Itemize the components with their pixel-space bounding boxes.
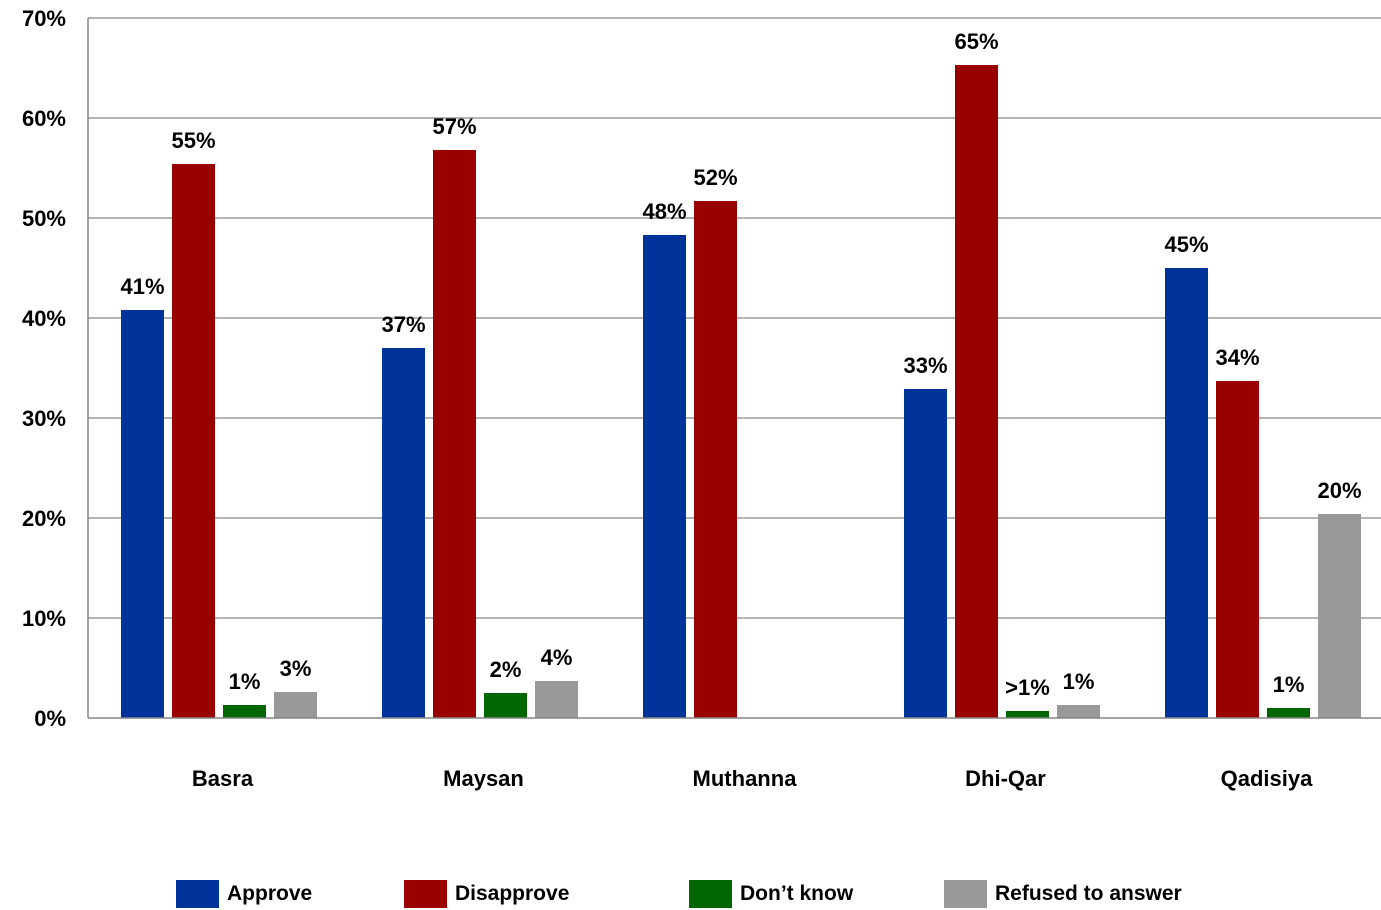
legend-swatch bbox=[176, 880, 219, 908]
y-tick-label: 70% bbox=[22, 6, 66, 31]
data-label: 33% bbox=[903, 353, 947, 378]
data-label: 34% bbox=[1215, 345, 1259, 370]
bar-refused-to-answer-qadisiya bbox=[1318, 514, 1361, 718]
bar-refused-to-answer-maysan bbox=[535, 681, 578, 718]
bar-refused-to-answer-dhi-qar bbox=[1057, 705, 1100, 718]
y-axis: 0% 10% 20% 30% 40% 50% 60% 70% bbox=[22, 6, 89, 731]
legend-swatch bbox=[689, 880, 732, 908]
bar-disapprove-basra bbox=[172, 164, 215, 718]
data-label: 65% bbox=[954, 29, 998, 54]
y-tick-label: 30% bbox=[22, 406, 66, 431]
bar-approve-dhi-qar bbox=[904, 389, 947, 718]
y-tick-label: 0% bbox=[34, 706, 66, 731]
data-label: 57% bbox=[432, 114, 476, 139]
legend-label: Don’t know bbox=[740, 882, 854, 905]
data-label: 4% bbox=[541, 645, 573, 670]
legend-item: Don’t know bbox=[689, 880, 853, 908]
bar-approve-qadisiya bbox=[1165, 268, 1208, 718]
data-label: 1% bbox=[1063, 669, 1095, 694]
data-label: >1% bbox=[1005, 675, 1050, 700]
bar-refused-to-answer-basra bbox=[274, 692, 317, 718]
y-tick-label: 60% bbox=[22, 106, 66, 131]
data-label: 20% bbox=[1317, 478, 1361, 503]
bar-approve-muthanna bbox=[643, 235, 686, 718]
data-label: 45% bbox=[1164, 232, 1208, 257]
bar-chart: 0% 10% 20% 30% 40% 50% 60% 70% 41% 55% 1% 3% 37% 57%… bbox=[22, 6, 1381, 791]
bars bbox=[121, 65, 1361, 718]
x-tick-label: Maysan bbox=[443, 766, 524, 791]
bar-disapprove-dhi-qar bbox=[955, 65, 998, 718]
x-tick-label: Muthanna bbox=[693, 766, 798, 791]
data-label: 52% bbox=[693, 165, 737, 190]
legend-label: Refused to answer bbox=[995, 882, 1182, 905]
bar-disapprove-maysan bbox=[433, 150, 476, 718]
data-label: 3% bbox=[280, 656, 312, 681]
legend-item: Refused to answer bbox=[944, 880, 1182, 908]
legend-item: Disapprove bbox=[404, 880, 569, 908]
y-tick-label: 10% bbox=[22, 606, 66, 631]
bar-don-t-know-dhi-qar bbox=[1006, 711, 1049, 718]
data-label: 55% bbox=[171, 128, 215, 153]
legend-label: Disapprove bbox=[455, 882, 570, 905]
data-label: 48% bbox=[642, 199, 686, 224]
legend: Approve Disapprove Don’t know Refused to an… bbox=[0, 872, 1381, 908]
legend-swatch bbox=[404, 880, 447, 908]
y-tick-label: 40% bbox=[22, 306, 66, 331]
data-label: 37% bbox=[381, 312, 425, 337]
data-labels: 41% 55% 1% 3% 37% 57% 2% 4% 48% 52% 33% 65% >1% 1% 45%… bbox=[120, 29, 1361, 700]
data-label: 41% bbox=[120, 274, 164, 299]
legend-label: Approve bbox=[227, 882, 313, 905]
x-tick-label: Dhi-Qar bbox=[965, 766, 1046, 791]
bar-disapprove-qadisiya bbox=[1216, 381, 1259, 718]
bar-disapprove-muthanna bbox=[694, 201, 737, 718]
x-tick-label: Qadisiya bbox=[1221, 766, 1313, 791]
bar-approve-maysan bbox=[382, 348, 425, 718]
y-tick-label: 20% bbox=[22, 506, 66, 531]
legend-swatch bbox=[944, 880, 987, 908]
data-label: 1% bbox=[229, 669, 261, 694]
x-axis: Basra Maysan Muthanna Dhi-Qar Qadisiya bbox=[88, 717, 1381, 791]
bar-don-t-know-qadisiya bbox=[1267, 708, 1310, 718]
y-tick-label: 50% bbox=[22, 206, 66, 231]
data-label: 2% bbox=[490, 657, 522, 682]
bar-don-t-know-maysan bbox=[484, 693, 527, 718]
x-tick-label: Basra bbox=[192, 766, 254, 791]
data-label: 1% bbox=[1273, 672, 1305, 697]
bar-approve-basra bbox=[121, 310, 164, 718]
bar-don-t-know-basra bbox=[223, 705, 266, 718]
legend-item: Approve bbox=[176, 880, 312, 908]
